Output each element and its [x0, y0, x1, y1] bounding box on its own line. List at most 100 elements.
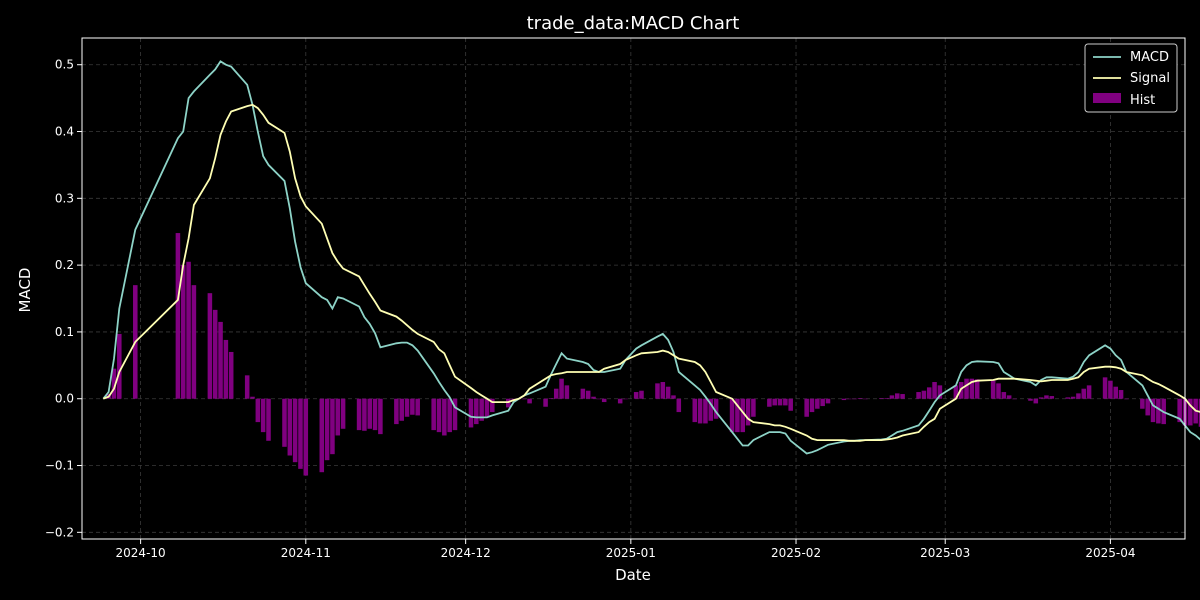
hist-bar: [319, 398, 325, 473]
hist-bar: [1102, 377, 1108, 399]
hist-bar: [841, 398, 847, 401]
hist-bar: [825, 398, 831, 404]
hist-bar: [255, 398, 261, 423]
hist-bar: [447, 398, 452, 433]
hist-bar: [244, 375, 250, 399]
hist-bar: [777, 398, 783, 406]
hist-bar: [1065, 397, 1071, 399]
hist-bar: [639, 390, 644, 399]
y-tick-label: 0.2: [55, 258, 74, 272]
x-axis-label: Date: [615, 566, 651, 584]
hist-bar: [783, 398, 788, 406]
grid: [82, 38, 1185, 539]
hist-bar: [218, 321, 223, 399]
hist-bar: [175, 233, 181, 399]
hist-bar: [250, 396, 255, 399]
hist-bar: [553, 388, 559, 399]
hist-bar: [921, 390, 927, 399]
axes-frame: [81, 37, 1186, 540]
y-tick-label: 0.4: [55, 125, 74, 139]
hist-bar: [964, 378, 969, 399]
hist-bar: [1118, 390, 1124, 399]
hist-bar: [660, 382, 666, 399]
hist-bar: [117, 333, 122, 399]
hist-bar: [330, 398, 335, 455]
y-tick-label: 0.1: [55, 325, 74, 339]
hist-bar: [372, 398, 378, 431]
hist-bar: [916, 392, 921, 399]
hist-bar: [671, 395, 676, 399]
hist-bar: [692, 398, 698, 423]
hist-bar: [729, 398, 735, 433]
hist-bar: [863, 398, 868, 400]
hist-bar: [1038, 397, 1044, 399]
hist-bar: [879, 398, 884, 399]
hist-bar: [410, 398, 415, 415]
hist-bar: [708, 398, 714, 421]
hist-bar: [335, 398, 341, 436]
hist-bar: [633, 392, 639, 399]
hist-bar: [324, 398, 330, 461]
hist-bar: [1177, 398, 1182, 423]
hist-bar: [1006, 395, 1012, 399]
x-tick-label: 2025-01: [606, 546, 656, 560]
hist-bar: [298, 398, 303, 469]
hist-bar: [394, 398, 399, 425]
hist-bar: [990, 380, 996, 399]
hist-bar: [847, 398, 852, 400]
hist-bar: [292, 398, 298, 463]
hist-bar: [340, 398, 346, 429]
x-tick-label: 2024-10: [116, 546, 166, 560]
hist-bar: [1145, 398, 1150, 416]
x-tick-label: 2025-03: [920, 546, 970, 560]
hist-bar: [697, 398, 703, 424]
hist-bar: [362, 398, 367, 431]
hist-bar: [713, 398, 719, 419]
hist-bar: [1081, 388, 1087, 399]
hist-bar: [932, 382, 937, 399]
macd-line: [102, 60, 1200, 455]
hist-bar: [1033, 398, 1039, 404]
hist-bar: [815, 398, 820, 409]
hist-bar: [996, 383, 1001, 399]
legend-hist-swatch: [1093, 93, 1121, 103]
hist-bar: [1001, 392, 1007, 399]
hist-bar: [617, 398, 623, 404]
signal-line: [102, 103, 1200, 442]
hist-bar: [1012, 398, 1017, 400]
hist-bar: [665, 386, 671, 399]
hist-bar: [857, 398, 863, 399]
legend-signal-label: Signal: [1130, 71, 1170, 86]
hist-bar: [735, 398, 740, 433]
hist-bar: [894, 393, 900, 399]
hist-bar: [442, 398, 447, 436]
hist-bar: [180, 265, 186, 399]
hist-bar: [1108, 380, 1113, 399]
y-tick-label: 0.5: [55, 58, 74, 72]
hist-bar: [186, 261, 191, 399]
hist-bar: [1198, 398, 1200, 427]
hist-bar: [596, 398, 602, 400]
hist-bar: [1124, 398, 1129, 400]
hist-bar: [1044, 395, 1049, 399]
hist-bar: [788, 398, 793, 411]
hist-bar: [809, 398, 815, 413]
hist-bar: [484, 398, 490, 418]
x-tick-label: 2024-12: [441, 546, 491, 560]
y-axis-label: MACD: [16, 268, 34, 313]
hist-bar: [591, 396, 596, 399]
hist-bar: [1028, 398, 1033, 401]
hist-bar: [1113, 386, 1118, 399]
hist-bar: [564, 385, 570, 399]
hist-bar: [974, 379, 980, 399]
hist-bar: [543, 398, 548, 407]
hist-bar: [559, 378, 564, 399]
hist-bar: [969, 378, 975, 399]
hist-bar: [1150, 398, 1156, 423]
hist-bar: [527, 398, 532, 404]
y-tick-label: 0.3: [55, 191, 74, 205]
plot-area: 2024-10 2024-11 2024-12 2025-01 2025-02 2025-…: [45, 37, 1200, 560]
hist-bar: [745, 398, 751, 426]
hist-bar: [436, 398, 442, 433]
hist-bar: [228, 351, 234, 399]
